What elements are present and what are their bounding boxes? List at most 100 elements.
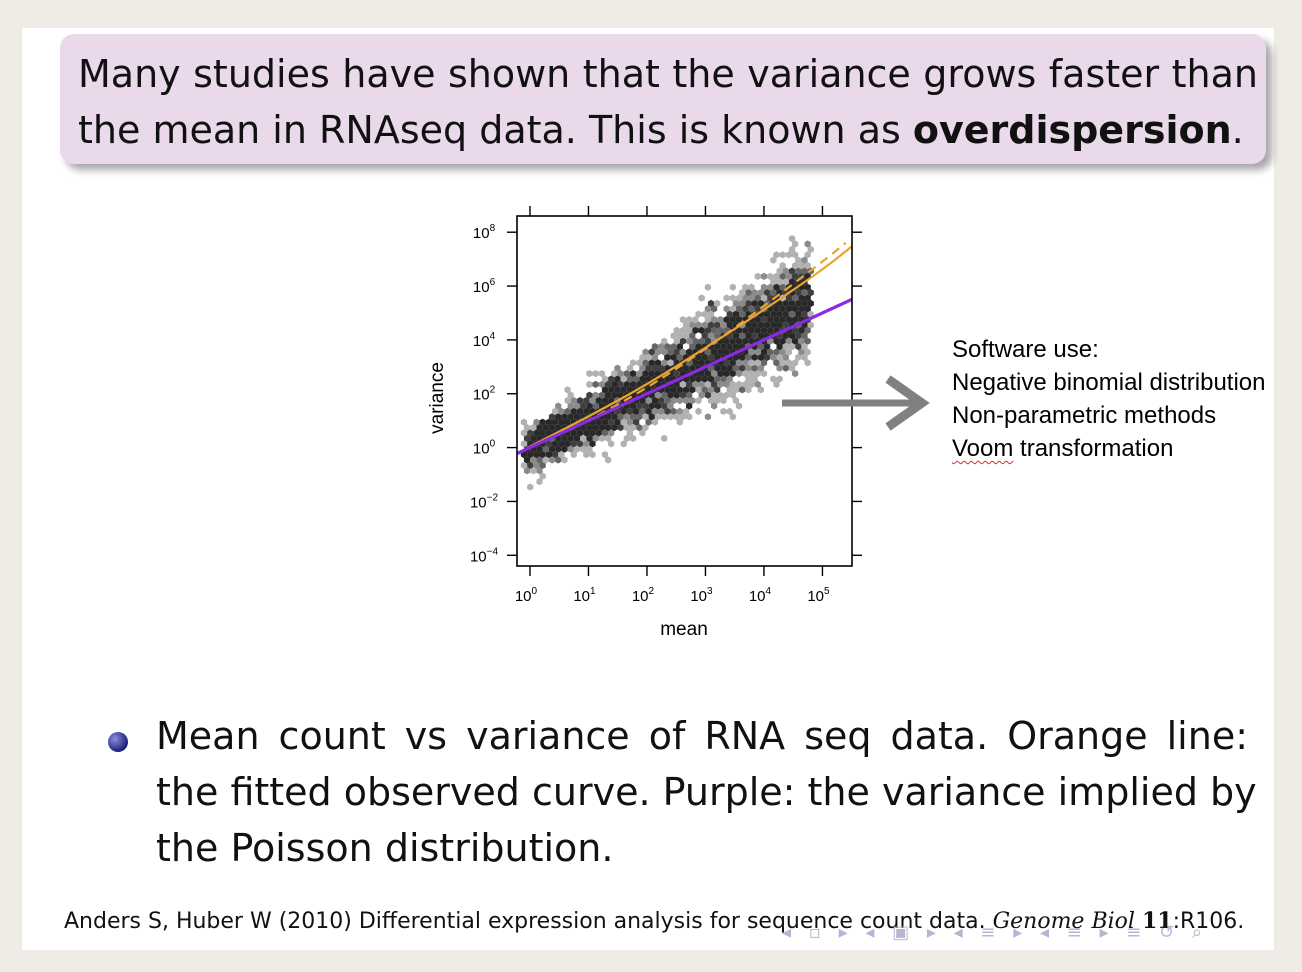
hexbin-cell <box>642 359 649 367</box>
hexbin-cell <box>639 375 646 383</box>
hexbin-cell <box>682 397 690 405</box>
hexbin-cell <box>707 299 715 307</box>
hexbin-cell <box>601 375 609 383</box>
hexbin-cell <box>745 299 752 307</box>
hexbin-cell <box>552 407 559 415</box>
fit-lines <box>517 242 852 456</box>
hexbin-cell <box>626 418 633 426</box>
hexbin-cell <box>536 478 543 486</box>
hexbin-cell <box>611 391 618 399</box>
hexbin-cell <box>689 321 696 329</box>
hexbin-cell <box>767 316 774 324</box>
hexbin-cell <box>533 451 540 459</box>
hexbin-cell <box>682 364 690 372</box>
hexbin-cell <box>760 294 768 302</box>
ref-authors: Anders S, Huber W (2010) Differential ex… <box>64 909 993 934</box>
hexbin-cell <box>555 413 562 421</box>
hexbin-cell <box>555 445 562 453</box>
hexbin-cell <box>807 289 814 297</box>
hexbin-cell <box>723 305 730 313</box>
beamer-nav-icons[interactable]: ◂ ▫ ▸ ◂ ▣ ▸ ◂ ≡ ▸ ◂ ≡ ▸ ≡ ↺ ⌕ <box>782 922 1208 943</box>
hexbin-cell <box>695 353 702 361</box>
x-axis-label: mean <box>660 619 708 640</box>
hexbin-cell <box>779 316 786 324</box>
hexbin-cell <box>692 316 699 324</box>
hexbin-cell <box>776 310 783 318</box>
hexbin-cell <box>785 337 792 345</box>
hexbin-cell <box>608 375 615 383</box>
hexbin-cell <box>739 353 746 361</box>
hexbin-cell <box>788 364 796 372</box>
hexbin-cell <box>720 364 727 372</box>
hexbin-cell <box>782 310 789 318</box>
hexbin-cell <box>735 305 743 313</box>
hexbin-cell <box>620 375 627 383</box>
hexbin-cell <box>782 321 789 329</box>
hexbin-cell <box>673 380 680 388</box>
hexbin-cell <box>695 375 702 383</box>
hexbin-cell <box>651 397 658 405</box>
voom-suffix: transformation <box>1013 435 1174 462</box>
hexbin-cell <box>583 429 590 437</box>
hexbin-cell <box>698 326 705 334</box>
hexbin-cell <box>673 326 680 334</box>
hexbin-cell <box>795 256 802 264</box>
hexbin-cell <box>801 353 808 361</box>
hexbin-cell <box>748 348 755 356</box>
hexbin-cell <box>654 413 662 421</box>
hexbin-cell <box>608 386 615 394</box>
hexbin-cell <box>561 434 568 442</box>
hexbin-cell <box>754 316 761 324</box>
hexbin-cell <box>636 413 643 421</box>
hexbin-cell <box>723 294 730 302</box>
hexbin-cell <box>701 375 708 383</box>
hexbin-cell <box>785 251 792 259</box>
hexbin-cell <box>523 467 531 475</box>
hexbin-cell <box>592 370 599 378</box>
x-tick-label: 105 <box>807 586 830 605</box>
hexbin-cell <box>764 310 771 318</box>
hexbin-cell <box>670 386 677 394</box>
hexbin-cell <box>589 440 596 448</box>
overdispersion-term: overdispersion <box>912 108 1232 152</box>
hexbin-cell <box>807 299 814 307</box>
hexbin-cell <box>586 434 593 442</box>
hexbin-cell <box>801 299 808 307</box>
hexbin-cell <box>704 337 711 345</box>
hexbin-cell <box>707 375 715 383</box>
hexbin-cell <box>757 364 764 372</box>
hexbin-cell <box>720 407 727 415</box>
hexbin-cell <box>704 370 711 378</box>
hexbin-cell <box>767 272 774 280</box>
hexbin-cell <box>642 402 649 410</box>
hexbin-cell <box>629 413 637 421</box>
hexbin-cell <box>792 251 799 259</box>
hexbin-cell <box>567 445 574 453</box>
hexbin-cell <box>629 359 637 367</box>
y-tick-label: 108 <box>473 223 496 242</box>
pointer-arrow <box>782 375 930 431</box>
hexbin-cell <box>673 370 680 378</box>
hexbin-cell <box>539 418 546 426</box>
hexbin-cell <box>639 353 646 361</box>
hexbin-cell <box>611 380 618 388</box>
hexbin-cell <box>729 380 736 388</box>
hexbin-cell <box>698 380 705 388</box>
hexbin-cell <box>611 424 618 432</box>
hexbin-cell <box>586 445 593 453</box>
hexbin-cell <box>686 316 693 324</box>
hexbin-cell <box>707 353 715 361</box>
hexbin-cell <box>580 424 587 432</box>
hexbin-cell <box>636 359 643 367</box>
hexbin-cell <box>729 391 736 399</box>
hexbin-cell <box>567 434 574 442</box>
hexbin-cell <box>754 294 761 302</box>
hexbin-cell <box>629 380 637 388</box>
hexbin-cell <box>742 294 749 302</box>
hexbin-cell <box>714 386 721 394</box>
hexbin-cell <box>726 386 733 394</box>
hexbin-cell <box>676 386 683 394</box>
hexbin-cell <box>661 402 668 410</box>
hexbin-cell <box>704 305 711 313</box>
hexbin-cell <box>760 326 768 334</box>
